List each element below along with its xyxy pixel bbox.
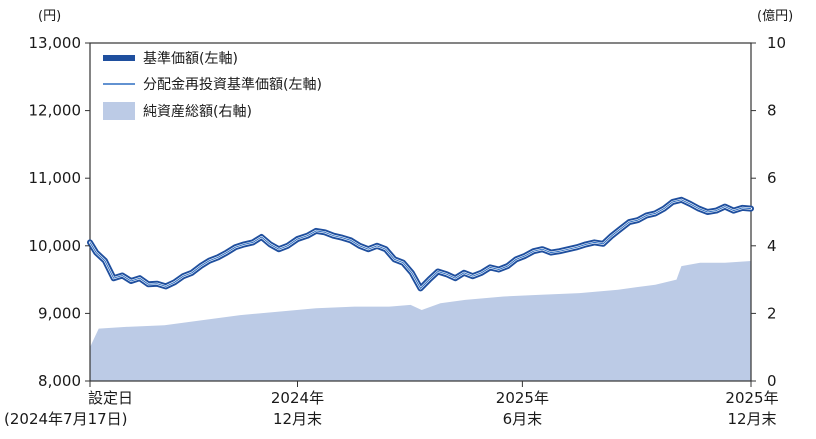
left-tick-label: 12,000 <box>29 102 82 120</box>
x-tick-label: 12月末 <box>273 410 322 428</box>
legend-swatch-assets <box>103 102 135 120</box>
left-tick-label: 10,000 <box>29 237 82 255</box>
legend-label: 分配金再投資基準価額(左軸) <box>143 76 322 93</box>
x-tick-label: 設定日 <box>88 389 133 407</box>
right-tick-label: 8 <box>767 102 777 120</box>
x-tick-label: 2024年 <box>271 389 324 407</box>
right-tick-label: 2 <box>767 304 777 322</box>
nav-lines-layer <box>87 196 754 292</box>
x-axis-ticks: 設定日 (2024年7月17日) 2024年 12月末 2025年 6月末 2025年 12月… <box>4 381 779 428</box>
left-tick-label: 9,000 <box>38 304 81 322</box>
legend: 基準価額(左軸) 分配金再投資基準価額(左軸) 純資産総額(右軸) <box>103 50 322 120</box>
legend-label: 基準価額(左軸) <box>143 50 238 67</box>
x-tick-label: 6月末 <box>503 410 543 428</box>
x-tick-label: 2025年 <box>496 389 549 407</box>
plot-border <box>89 42 752 382</box>
x-tick-label: 2025年 <box>725 389 778 407</box>
left-tick-label: 8,000 <box>38 372 81 390</box>
right-tick-label: 10 <box>767 34 786 52</box>
x-tick-label: (2024年7月17日) <box>4 410 128 428</box>
right-tick-label: 4 <box>767 237 777 255</box>
right-tick-label: 0 <box>767 372 777 390</box>
left-axis-unit: (円) <box>38 9 61 24</box>
left-axis-ticks: 8,000 9,000 10,000 11,000 12,000 13,000 <box>29 34 90 390</box>
left-tick-label: 13,000 <box>29 34 82 52</box>
net-assets-area <box>90 261 751 381</box>
right-axis-unit: (億円) <box>757 8 793 24</box>
net-assets-area-layer <box>90 261 751 381</box>
x-tick-label: 12月末 <box>727 410 776 428</box>
right-tick-label: 6 <box>767 169 777 187</box>
left-tick-label: 11,000 <box>29 169 82 187</box>
legend-label: 純資産総額(右軸) <box>143 104 252 120</box>
reinvested-nav-line <box>89 199 752 289</box>
right-axis-ticks: 0 2 4 6 8 10 <box>751 34 786 390</box>
plot-frame <box>89 42 752 382</box>
